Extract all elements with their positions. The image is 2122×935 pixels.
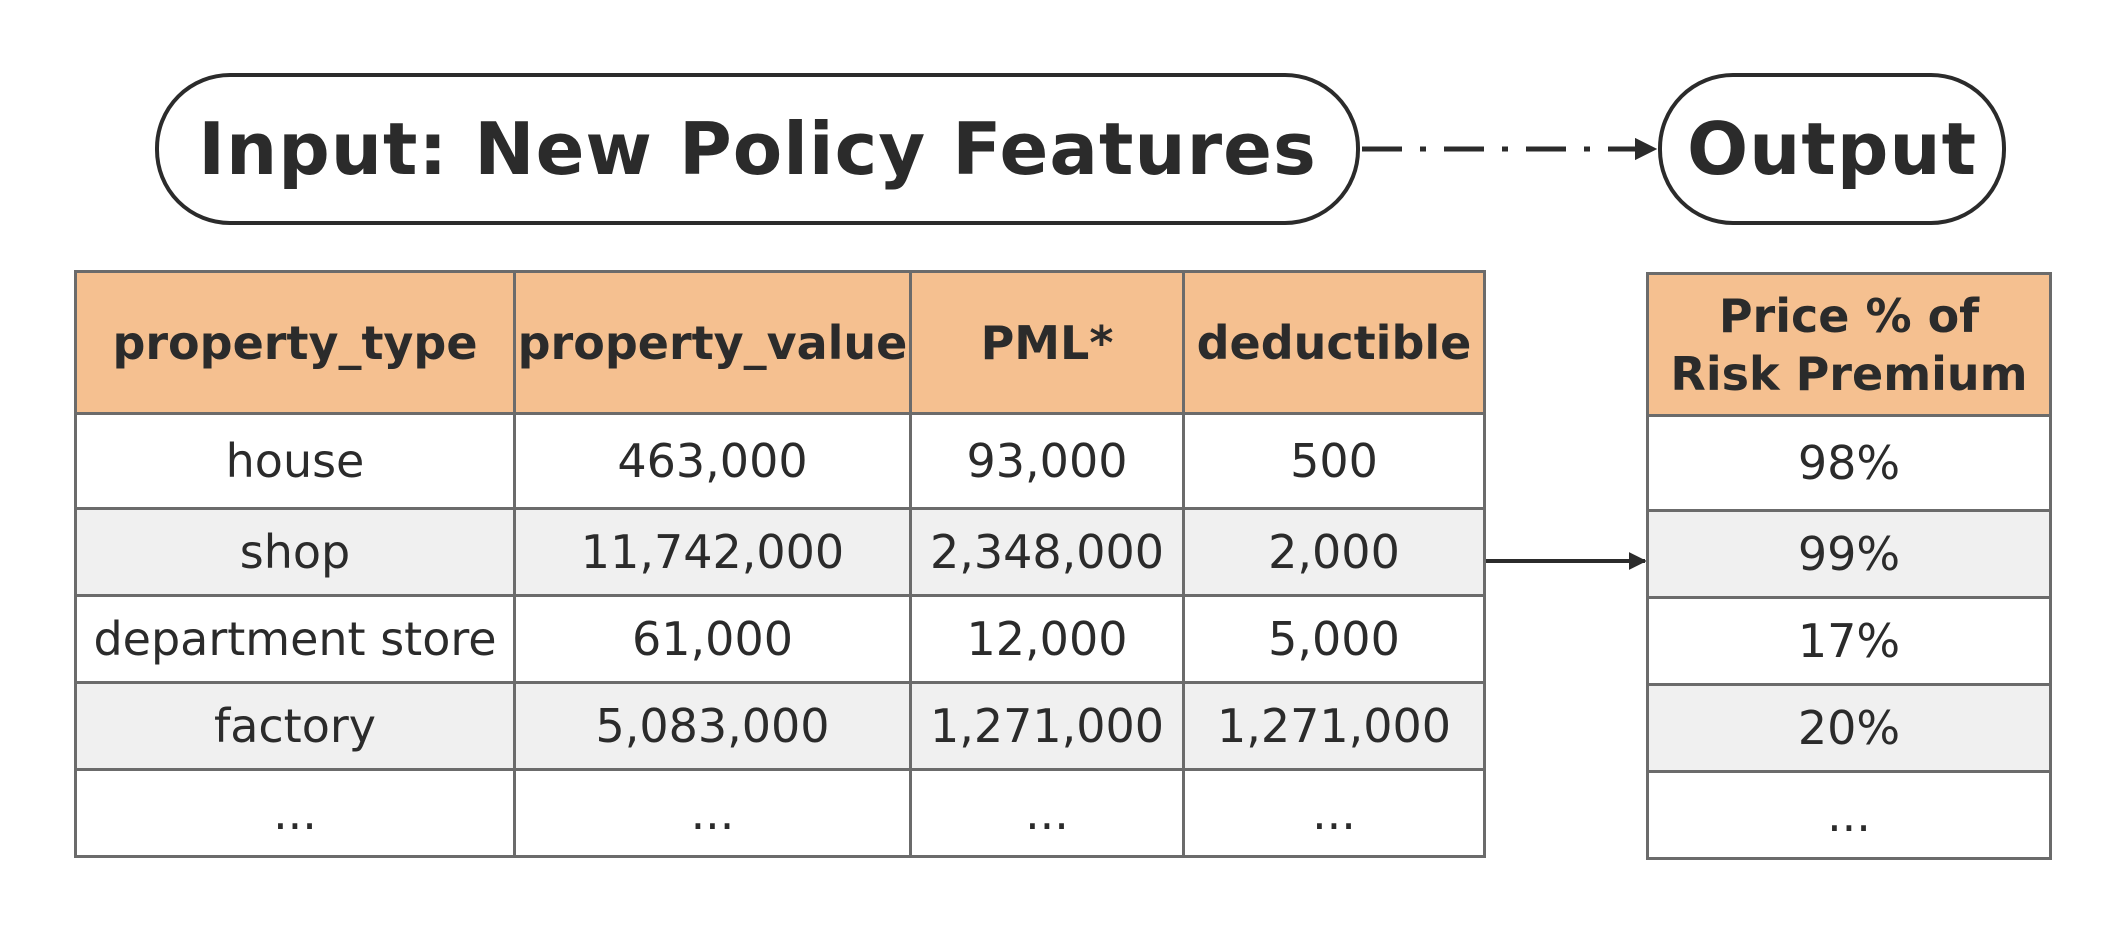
cell-property-type: ... xyxy=(74,768,516,858)
output-title-pill: Output xyxy=(1658,73,2006,225)
cell-property-type: shop xyxy=(74,507,516,597)
table-row: 98% xyxy=(1646,414,2052,512)
table-row: factory 5,083,000 1,271,000 1,271,000 xyxy=(74,681,1486,771)
column-header-price-pct: Price % of Risk Premium xyxy=(1646,272,2052,417)
cell-property-type: house xyxy=(74,412,516,510)
table-header-row: property_type property_value PML* deduct… xyxy=(74,270,1486,415)
cell-property-value: 463,000 xyxy=(513,412,912,510)
cell-deductible: 2,000 xyxy=(1182,507,1486,597)
cell-pml: 93,000 xyxy=(909,412,1185,510)
table-row: 99% xyxy=(1646,509,2052,599)
cell-price-pct: 17% xyxy=(1646,596,2052,686)
column-header-property-type: property_type xyxy=(74,270,516,415)
table-row: house 463,000 93,000 500 xyxy=(74,412,1486,510)
output-title: Output xyxy=(1686,107,1978,191)
cell-property-type: department store xyxy=(74,594,516,684)
column-header-deductible: deductible xyxy=(1182,270,1486,415)
input-title-pill: Input: New Policy Features xyxy=(155,73,1360,225)
column-header-pml: PML* xyxy=(909,270,1185,415)
column-header-property-value: property_value xyxy=(513,270,912,415)
cell-property-value: 5,083,000 xyxy=(513,681,912,771)
output-price-table: Price % of Risk Premium 98% 99% 17% 20% … xyxy=(1646,272,2052,860)
cell-property-value: 61,000 xyxy=(513,594,912,684)
header-line-2: Risk Premium xyxy=(1670,346,2028,401)
table-row: department store 61,000 12,000 5,000 xyxy=(74,594,1486,684)
cell-property-type: factory xyxy=(74,681,516,771)
cell-pml: 12,000 xyxy=(909,594,1185,684)
table-row: 17% xyxy=(1646,596,2052,686)
table-header-row: Price % of Risk Premium xyxy=(1646,272,2052,417)
cell-pml: 1,271,000 xyxy=(909,681,1185,771)
table-row: 20% xyxy=(1646,683,2052,773)
cell-deductible: 500 xyxy=(1182,412,1486,510)
table-row: ... ... ... ... xyxy=(74,768,1486,858)
cell-deductible: 5,000 xyxy=(1182,594,1486,684)
cell-pml: 2,348,000 xyxy=(909,507,1185,597)
cell-deductible: ... xyxy=(1182,768,1486,858)
input-title: Input: New Policy Features xyxy=(198,107,1317,191)
input-features-table: property_type property_value PML* deduct… xyxy=(74,270,1486,858)
cell-property-value: ... xyxy=(513,768,912,858)
table-row: shop 11,742,000 2,348,000 2,000 xyxy=(74,507,1486,597)
table-row: ... xyxy=(1646,770,2052,860)
cell-price-pct: 20% xyxy=(1646,683,2052,773)
cell-price-pct: ... xyxy=(1646,770,2052,860)
cell-price-pct: 99% xyxy=(1646,509,2052,599)
cell-property-value: 11,742,000 xyxy=(513,507,912,597)
cell-pml: ... xyxy=(909,768,1185,858)
header-line-1: Price % of xyxy=(1718,288,1980,343)
cell-price-pct: 98% xyxy=(1646,414,2052,512)
cell-deductible: 1,271,000 xyxy=(1182,681,1486,771)
